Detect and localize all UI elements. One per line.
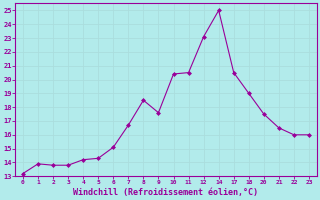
X-axis label: Windchill (Refroidissement éolien,°C): Windchill (Refroidissement éolien,°C) [74,188,259,197]
